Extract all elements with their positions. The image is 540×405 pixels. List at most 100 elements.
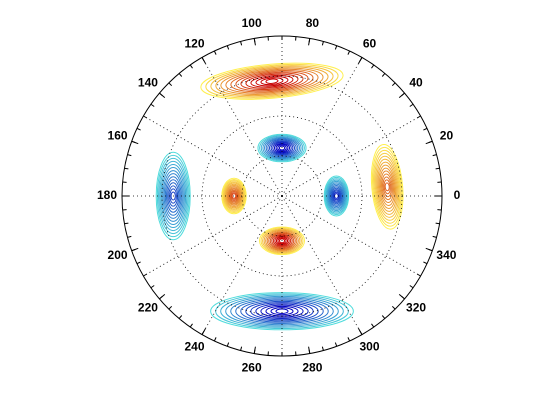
contour-line xyxy=(272,234,292,247)
contour-line xyxy=(331,189,342,203)
contour-line xyxy=(271,233,293,248)
minor-tick xyxy=(127,235,132,238)
theta-tick-label: 140 xyxy=(138,76,158,90)
minor-tick xyxy=(136,127,141,131)
minor-tick xyxy=(189,323,193,328)
contour-line xyxy=(266,231,298,251)
contour-line xyxy=(378,164,397,209)
minor-tick xyxy=(150,103,155,107)
theta-tick-label: 0 xyxy=(454,188,461,202)
contour-line xyxy=(260,77,284,86)
contour-line xyxy=(205,63,339,99)
theta-tick-label: 260 xyxy=(242,361,262,375)
theta-tick-label: 180 xyxy=(97,188,117,202)
contour-line xyxy=(157,157,189,235)
theta-tick-label: 60 xyxy=(363,37,377,51)
theta-tick-label: 40 xyxy=(409,76,423,90)
minor-tick xyxy=(409,103,414,107)
theta-tick xyxy=(253,346,256,354)
contour-line xyxy=(155,151,191,241)
contour-line xyxy=(210,65,334,98)
grid-spoke xyxy=(281,195,363,335)
contour-line xyxy=(382,176,392,198)
theta-tick xyxy=(358,328,363,335)
contour-line xyxy=(255,76,289,87)
contour-line xyxy=(277,237,287,245)
contour-line xyxy=(377,161,398,212)
theta-tick xyxy=(131,140,139,145)
theta-tick xyxy=(201,328,206,335)
contour-line xyxy=(250,302,314,321)
minor-tick xyxy=(416,115,421,119)
contour-line xyxy=(330,187,342,205)
theta-tick xyxy=(253,38,256,46)
theta-tick-label: 280 xyxy=(302,361,322,375)
contour-line xyxy=(264,137,300,159)
theta-tick xyxy=(358,57,363,64)
minor-tick xyxy=(226,45,230,50)
contour-line xyxy=(260,227,304,255)
minor-tick xyxy=(178,73,183,77)
grid-spoke xyxy=(281,195,421,277)
minor-tick xyxy=(213,50,217,55)
grid-spoke xyxy=(201,195,283,335)
contour-line xyxy=(159,160,188,232)
contour-line xyxy=(265,230,299,252)
theta-tick-label: 80 xyxy=(306,16,320,30)
minor-tick xyxy=(334,342,338,347)
minor-tick xyxy=(143,115,148,119)
contour-line xyxy=(332,190,341,202)
minor-tick xyxy=(381,315,386,319)
contour-line xyxy=(371,146,403,227)
contour-line xyxy=(231,193,237,199)
theta-tick xyxy=(201,57,206,64)
contour-line xyxy=(270,307,294,316)
contour-line xyxy=(379,167,396,207)
contour-line xyxy=(270,141,294,155)
minor-tick xyxy=(189,64,193,69)
grid-spoke xyxy=(143,115,283,197)
contour-line xyxy=(383,179,391,195)
theta-tick-label: 200 xyxy=(108,248,128,262)
grid-spoke xyxy=(281,115,421,197)
minor-tick xyxy=(347,50,351,55)
theta-tick xyxy=(398,293,405,300)
contour-line xyxy=(278,145,286,151)
contour-line xyxy=(272,141,292,155)
minor-tick xyxy=(178,315,183,319)
contour-line xyxy=(220,294,344,328)
grid-spoke xyxy=(143,195,283,277)
theta-tick-label: 120 xyxy=(184,37,204,51)
minor-tick xyxy=(423,261,428,265)
minor-tick xyxy=(435,167,440,170)
contour-line xyxy=(215,66,329,97)
grid-spoke xyxy=(281,57,363,197)
contour-line xyxy=(227,187,241,205)
minor-tick xyxy=(168,82,173,87)
theta-tick xyxy=(308,38,311,46)
theta-tick xyxy=(131,247,139,252)
contour-line xyxy=(245,73,299,89)
contour-line xyxy=(230,70,314,93)
minor-tick xyxy=(321,41,324,46)
contour-line xyxy=(220,67,324,95)
contour-line xyxy=(374,152,401,221)
contour-line xyxy=(170,191,176,201)
contour-line xyxy=(165,179,181,213)
minor-tick xyxy=(416,273,421,277)
minor-tick xyxy=(150,285,155,289)
contour-line xyxy=(235,71,309,92)
minor-tick xyxy=(381,73,386,77)
minor-tick xyxy=(334,45,338,50)
grid-spoke xyxy=(201,57,283,197)
contour-line xyxy=(235,298,329,325)
contour-line xyxy=(230,192,238,200)
minor-tick xyxy=(213,337,217,342)
minor-tick xyxy=(136,261,141,265)
theta-tick-label: 20 xyxy=(440,128,454,142)
contour-line xyxy=(240,72,304,91)
contour-line xyxy=(324,176,349,216)
contour-line xyxy=(375,155,400,218)
minor-tick xyxy=(391,82,396,87)
contour-line xyxy=(373,149,402,224)
